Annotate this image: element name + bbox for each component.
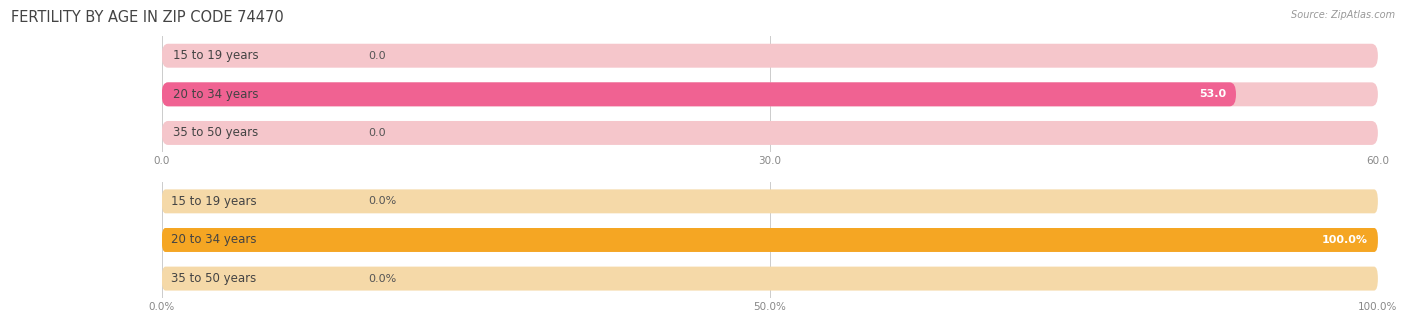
FancyBboxPatch shape bbox=[162, 189, 1378, 213]
Text: 0.0%: 0.0% bbox=[368, 274, 396, 284]
Text: 15 to 19 years: 15 to 19 years bbox=[173, 49, 259, 62]
Text: 35 to 50 years: 35 to 50 years bbox=[173, 126, 259, 139]
Text: FERTILITY BY AGE IN ZIP CODE 74470: FERTILITY BY AGE IN ZIP CODE 74470 bbox=[11, 10, 284, 25]
Text: 100.0%: 100.0% bbox=[1322, 235, 1368, 245]
FancyBboxPatch shape bbox=[162, 82, 1378, 106]
Text: 0.0: 0.0 bbox=[368, 128, 387, 138]
Text: 20 to 34 years: 20 to 34 years bbox=[170, 233, 256, 247]
FancyBboxPatch shape bbox=[162, 44, 1378, 68]
Text: 0.0%: 0.0% bbox=[368, 196, 396, 206]
Text: 53.0: 53.0 bbox=[1199, 89, 1226, 99]
Text: 15 to 19 years: 15 to 19 years bbox=[170, 195, 256, 208]
Text: 35 to 50 years: 35 to 50 years bbox=[170, 272, 256, 285]
FancyBboxPatch shape bbox=[162, 82, 1236, 106]
Text: 0.0: 0.0 bbox=[368, 51, 387, 61]
FancyBboxPatch shape bbox=[162, 267, 1378, 291]
Text: 20 to 34 years: 20 to 34 years bbox=[173, 88, 259, 101]
FancyBboxPatch shape bbox=[162, 228, 1378, 252]
FancyBboxPatch shape bbox=[162, 121, 1378, 145]
FancyBboxPatch shape bbox=[162, 228, 1378, 252]
Text: Source: ZipAtlas.com: Source: ZipAtlas.com bbox=[1291, 10, 1395, 20]
